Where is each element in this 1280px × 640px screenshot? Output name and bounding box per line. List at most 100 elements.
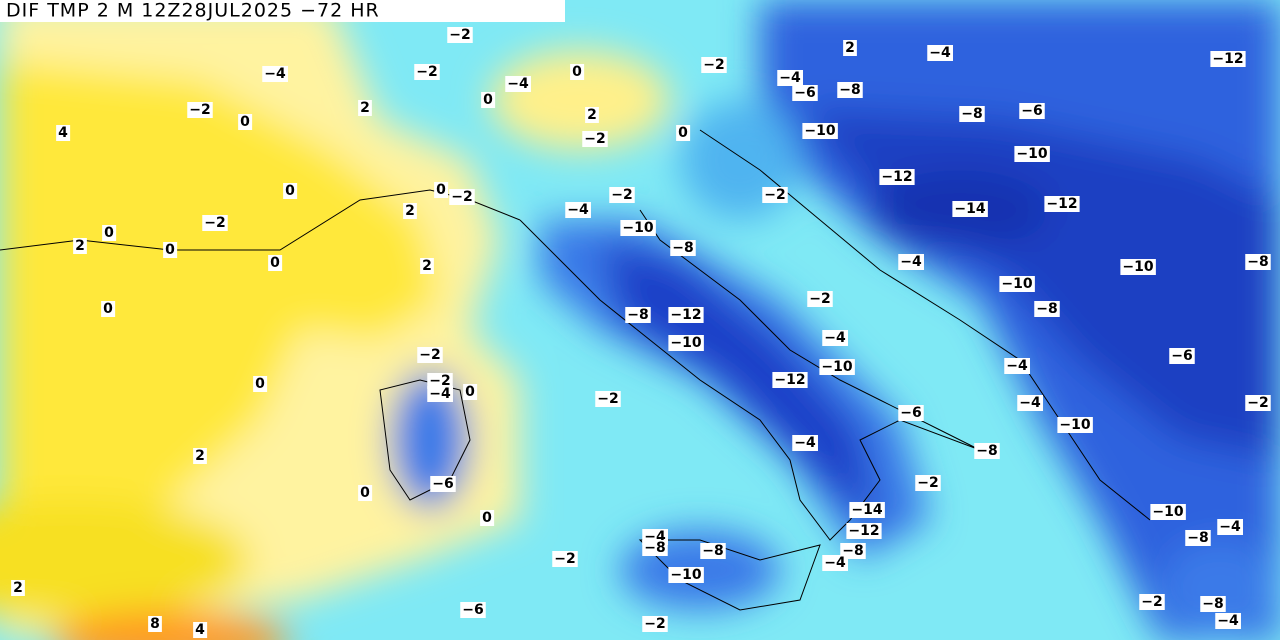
contour-label: −4 xyxy=(779,70,801,86)
title-box xyxy=(0,0,565,22)
contour-label: −2 xyxy=(1141,594,1162,610)
contour-label: −4 xyxy=(1019,395,1041,411)
contour-label: −2 xyxy=(917,475,938,491)
contour-label: −4 xyxy=(929,45,951,61)
label-box xyxy=(505,76,531,92)
contour-label: −6 xyxy=(1171,348,1192,364)
contour-label: −4 xyxy=(824,330,846,346)
label-box xyxy=(668,307,704,323)
contour-label: 0 xyxy=(240,114,250,130)
contour-label: −2 xyxy=(764,187,785,203)
label-box xyxy=(430,476,456,492)
label-box xyxy=(358,100,372,116)
contour-label: −2 xyxy=(189,102,210,118)
label-box xyxy=(463,384,478,400)
contour-label: 2 xyxy=(13,580,23,596)
contour-label: −8 xyxy=(1036,301,1057,317)
label-box xyxy=(268,255,283,271)
contour-label: −12 xyxy=(848,523,879,539)
label-box xyxy=(283,183,298,199)
contour-label: −12 xyxy=(774,372,805,388)
label-box xyxy=(620,220,656,236)
label-box xyxy=(642,540,668,556)
contour-label: 0 xyxy=(465,384,475,400)
label-box xyxy=(999,276,1035,292)
label-box xyxy=(417,347,443,363)
contour-label: −2 xyxy=(204,215,225,231)
label-box xyxy=(565,202,591,218)
label-box xyxy=(460,602,486,618)
label-box xyxy=(1169,348,1195,364)
contour-label: −14 xyxy=(954,201,985,217)
contour-label: −8 xyxy=(702,543,723,559)
label-box xyxy=(420,258,434,274)
contour-label: −4 xyxy=(794,435,816,451)
contour-label: −4 xyxy=(429,386,451,402)
contour-label: −12 xyxy=(881,169,912,185)
label-box xyxy=(427,373,453,389)
contour-label: 0 xyxy=(436,182,446,198)
contour-label: −10 xyxy=(1122,259,1153,275)
contour-label: −10 xyxy=(1152,504,1183,520)
contour-label: 2 xyxy=(587,107,597,123)
label-box xyxy=(1215,613,1241,629)
contour-label: 0 xyxy=(572,64,582,80)
contour-label: −8 xyxy=(1187,530,1208,546)
label-box xyxy=(625,307,651,323)
label-box xyxy=(668,567,704,583)
contour-label: −8 xyxy=(644,540,665,556)
contour-label: 4 xyxy=(58,125,68,141)
contour-label: 0 xyxy=(285,183,295,199)
contour-label: −2 xyxy=(416,64,437,80)
label-box xyxy=(1217,519,1243,535)
contour-label: −12 xyxy=(670,307,701,323)
contour-label: −2 xyxy=(644,616,665,632)
label-box xyxy=(56,125,71,141)
contour-label: 0 xyxy=(104,225,114,241)
label-box xyxy=(819,359,855,375)
contour-label: 0 xyxy=(360,485,370,501)
contour-label: −6 xyxy=(900,405,921,421)
contour-label: 0 xyxy=(483,92,493,108)
label-box xyxy=(915,475,941,491)
label-box xyxy=(1019,103,1045,119)
contour-label: 2 xyxy=(405,203,415,219)
contour-label: −10 xyxy=(804,123,835,139)
label-box xyxy=(253,376,268,392)
label-box xyxy=(668,335,704,351)
contour-label: −4 xyxy=(1006,358,1028,374)
contour-label: 8 xyxy=(150,616,160,632)
label-box xyxy=(481,92,496,108)
contour-label: 0 xyxy=(482,510,492,526)
contour-label: −8 xyxy=(1202,596,1223,612)
contour-label: −10 xyxy=(1059,417,1090,433)
label-box xyxy=(414,64,440,80)
label-box xyxy=(1245,395,1271,411)
label-box xyxy=(792,435,818,451)
label-box xyxy=(101,301,116,317)
label-box xyxy=(1120,259,1156,275)
contour-label: −2 xyxy=(429,373,450,389)
label-box xyxy=(11,580,25,596)
label-box xyxy=(927,45,953,61)
label-box xyxy=(102,225,117,241)
contour-label: −14 xyxy=(851,502,882,518)
label-box xyxy=(193,622,208,638)
label-box xyxy=(843,40,857,56)
contour-label: −4 xyxy=(824,555,846,571)
contour-label: −2 xyxy=(554,551,575,567)
label-box xyxy=(262,66,288,82)
label-box xyxy=(552,551,578,567)
contour-label: −2 xyxy=(584,131,605,147)
label-box xyxy=(1139,594,1165,610)
label-box xyxy=(792,85,818,101)
contour-label: −8 xyxy=(961,106,982,122)
label-box xyxy=(1200,596,1226,612)
label-box xyxy=(1004,358,1030,374)
contour-label: −12 xyxy=(1046,196,1077,212)
contour-label: −2 xyxy=(1247,395,1268,411)
contour-label: 2 xyxy=(360,100,370,116)
contour-label: −4 xyxy=(567,202,589,218)
